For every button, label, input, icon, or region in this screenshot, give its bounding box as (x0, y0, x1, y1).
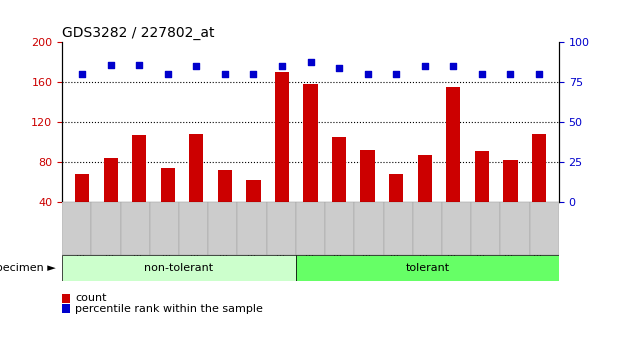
Point (220, 72, 230, 77)
FancyBboxPatch shape (296, 202, 325, 255)
FancyBboxPatch shape (471, 202, 501, 255)
FancyBboxPatch shape (325, 202, 355, 255)
Point (420, 64, 430, 69)
FancyBboxPatch shape (413, 202, 442, 255)
Text: GDS3282 / 227802_at: GDS3282 / 227802_at (62, 26, 215, 40)
Point (391, 72, 401, 77)
FancyBboxPatch shape (442, 202, 471, 255)
Bar (275, 72, 289, 202)
Bar (389, 174, 403, 202)
Bar (132, 135, 147, 202)
Bar (446, 87, 460, 202)
Bar (75, 174, 89, 202)
Point (363, 72, 373, 77)
Bar (332, 137, 346, 202)
Point (505, 72, 515, 77)
Bar (360, 150, 374, 202)
Bar (161, 168, 175, 202)
FancyBboxPatch shape (296, 255, 559, 281)
Bar (417, 155, 432, 202)
Text: tolerant: tolerant (406, 263, 450, 273)
Bar (532, 134, 546, 202)
FancyBboxPatch shape (501, 202, 530, 255)
FancyBboxPatch shape (120, 202, 150, 255)
FancyBboxPatch shape (91, 202, 120, 255)
Point (134, 62, 144, 68)
FancyBboxPatch shape (384, 202, 413, 255)
Text: non-tolerant: non-tolerant (145, 263, 214, 273)
Point (277, 64, 287, 69)
FancyBboxPatch shape (266, 202, 296, 255)
Text: count: count (75, 293, 107, 303)
Bar (503, 160, 517, 202)
Point (77, 72, 87, 77)
Point (448, 64, 458, 69)
FancyBboxPatch shape (179, 202, 208, 255)
Point (106, 62, 116, 68)
Bar (218, 170, 232, 202)
Point (306, 59, 315, 64)
FancyBboxPatch shape (530, 202, 559, 255)
Bar (104, 158, 118, 202)
FancyBboxPatch shape (237, 202, 266, 255)
FancyBboxPatch shape (150, 202, 179, 255)
Bar (474, 151, 489, 202)
Point (534, 72, 544, 77)
Point (477, 72, 487, 77)
Point (334, 65, 344, 71)
Point (248, 72, 258, 77)
FancyBboxPatch shape (355, 202, 384, 255)
FancyBboxPatch shape (62, 202, 91, 255)
Bar (189, 134, 204, 202)
FancyBboxPatch shape (208, 202, 237, 255)
Bar (304, 84, 317, 202)
Point (163, 72, 173, 77)
Text: specimen ►: specimen ► (0, 263, 56, 273)
FancyBboxPatch shape (62, 255, 296, 281)
Text: percentile rank within the sample: percentile rank within the sample (75, 304, 263, 314)
Bar (247, 180, 261, 202)
Point (191, 64, 201, 69)
